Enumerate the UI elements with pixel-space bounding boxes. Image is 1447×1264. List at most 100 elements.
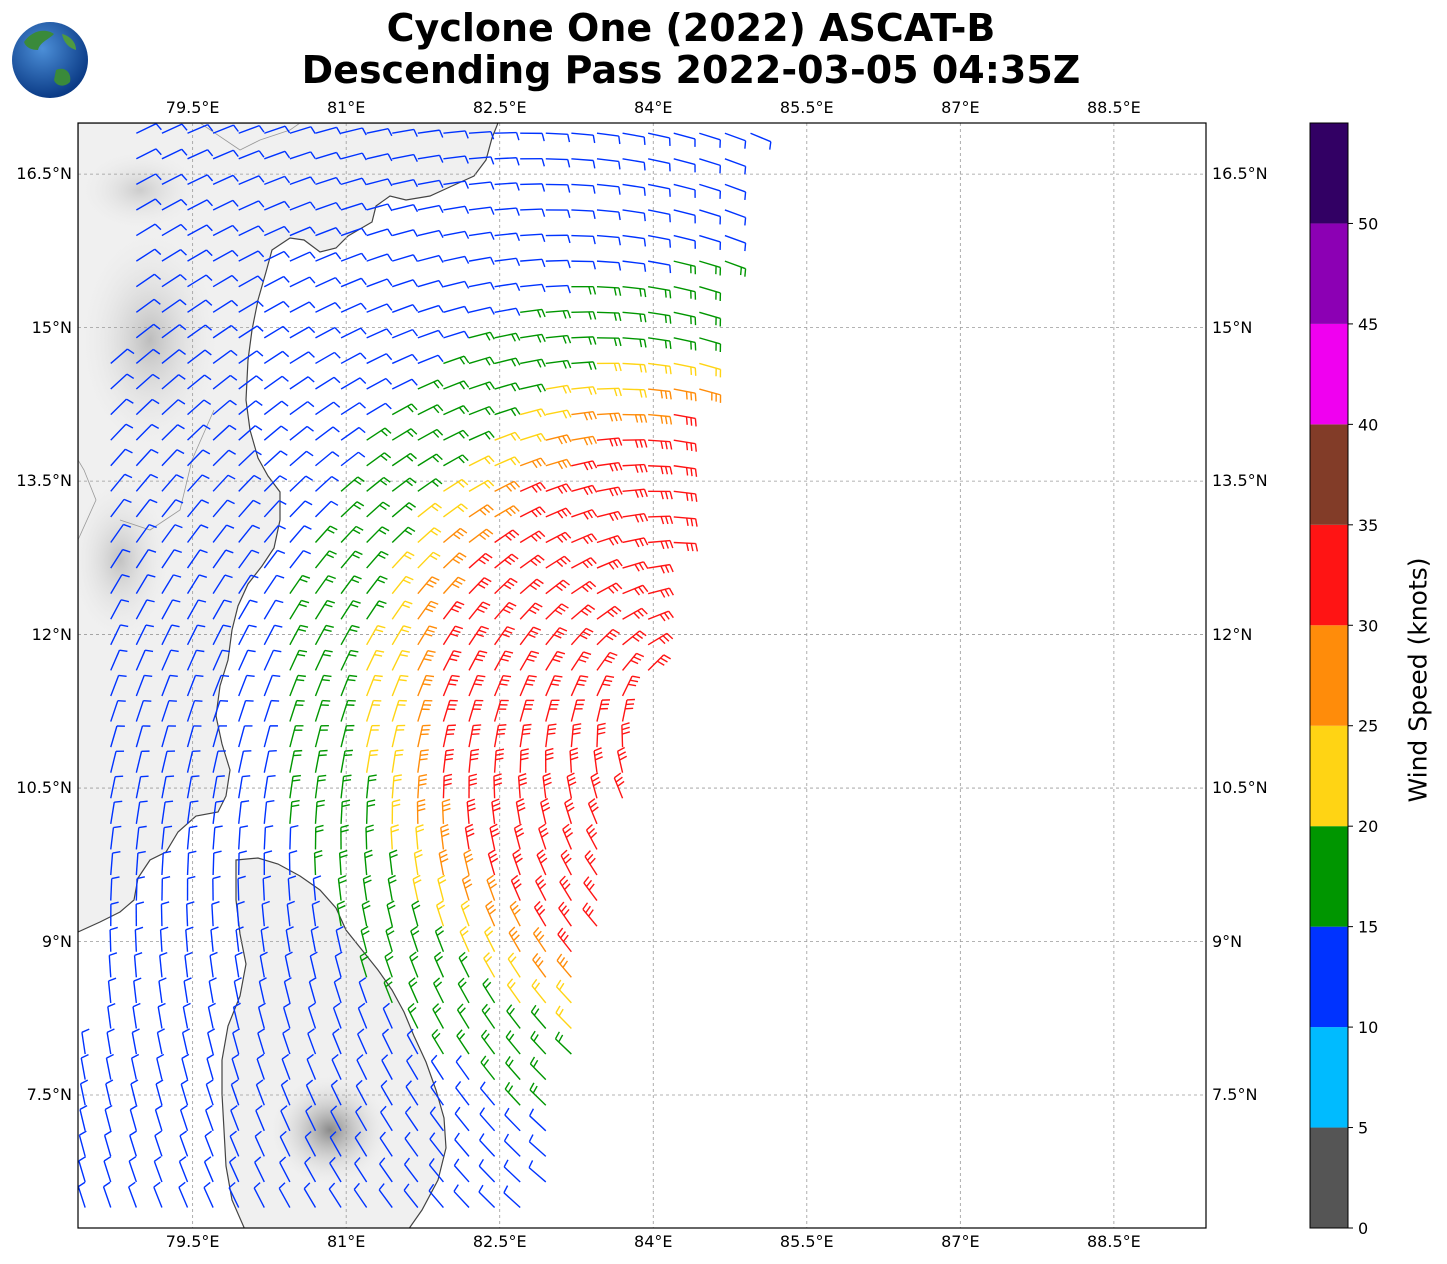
wind-barb [185, 901, 195, 927]
wind-barb [673, 209, 696, 224]
wind-barb [386, 900, 396, 927]
lon-tick-label-top: 81°E [326, 98, 366, 117]
wind-barb [315, 176, 342, 186]
wind-barb [385, 925, 395, 952]
wind-barb [238, 725, 253, 748]
wind-barb [340, 277, 367, 288]
wind-barb [648, 234, 672, 248]
wind-barb [378, 1183, 393, 1208]
wind-barb [307, 1028, 317, 1055]
wind-barb [596, 234, 621, 246]
wind-barb [155, 1079, 164, 1106]
wind-barb [305, 1105, 317, 1132]
wind-barb [288, 850, 298, 876]
wind-barb [596, 362, 622, 372]
wind-barb [405, 1080, 419, 1106]
wind-barb [161, 750, 176, 773]
wind-barb [135, 523, 157, 543]
wind-barb [443, 205, 470, 214]
wind-barb [254, 1156, 265, 1183]
colorbar-bin [1310, 424, 1348, 525]
wind-barb [528, 1160, 547, 1183]
wind-barb [132, 1002, 141, 1029]
wind-barb [673, 516, 698, 527]
wind-barb [315, 351, 341, 365]
wind-barb [81, 1028, 90, 1055]
wind-barb [305, 1079, 317, 1106]
wind-barb [289, 401, 315, 416]
wind-barb [238, 300, 264, 313]
wind-barb [179, 1104, 189, 1132]
wind-barb [262, 875, 272, 901]
wind-barb [428, 1183, 444, 1208]
wind-barb [442, 699, 458, 722]
wind-barb [357, 1028, 368, 1055]
wind-barb [417, 254, 444, 263]
wind-barb [673, 158, 696, 173]
wind-barb [331, 1053, 342, 1080]
wind-barb [571, 460, 598, 471]
wind-barb [135, 448, 159, 467]
wind-barb [255, 1105, 265, 1132]
wind-barb [366, 649, 385, 671]
colorbar-bin [1310, 625, 1348, 726]
wind-barb [135, 699, 152, 722]
lat-tick-label-left: 13.5°N [16, 471, 72, 491]
colorbar-tick-label: 35 [1358, 516, 1378, 535]
wind-barb [212, 649, 231, 671]
wind-barb [554, 1031, 572, 1055]
wind-barb [506, 978, 521, 1004]
wind-barb [443, 454, 469, 467]
wind-barb [212, 424, 237, 441]
wind-barb [161, 649, 179, 671]
wind-barb [238, 800, 250, 824]
wind-barb [286, 900, 295, 927]
wind-barb [494, 431, 521, 441]
wind-barb [596, 412, 623, 422]
wind-barb [596, 651, 618, 671]
wind-barb [289, 301, 316, 313]
wind-barb [583, 876, 598, 902]
wind-barb [359, 951, 369, 978]
wind-barb [622, 388, 647, 398]
wind-barb [135, 850, 146, 876]
wind-barb [622, 234, 647, 247]
wind-barb [340, 749, 353, 773]
wind-barb [616, 746, 628, 773]
wind-barb [391, 328, 419, 339]
wind-barb [520, 258, 546, 268]
wind-barb [392, 153, 418, 163]
wind-barb [289, 176, 316, 186]
wind-barb [135, 549, 157, 569]
wind-barb [480, 1055, 496, 1081]
wind-barb [340, 127, 367, 136]
wind-barb [571, 336, 597, 345]
wind-barb [584, 850, 598, 876]
lat-tick-label-left: 10.5°N [16, 778, 72, 798]
wind-barb [366, 203, 393, 212]
wind-barb [545, 675, 563, 697]
wind-barb [520, 132, 545, 142]
wind-barb [233, 977, 242, 1004]
wind-barb [107, 1002, 116, 1029]
lon-tick-label-top: 85.5°E [779, 98, 834, 117]
wind-barb [332, 1002, 342, 1029]
wind-barb [379, 1157, 393, 1183]
wind-barb [648, 388, 672, 400]
wind-barb [566, 772, 577, 799]
wind-barb [333, 977, 342, 1004]
wind-barb [366, 476, 391, 492]
wind-barb [110, 674, 127, 697]
wind-barb [520, 408, 547, 418]
wind-barb [314, 624, 334, 646]
wind-barb [328, 1182, 342, 1208]
wind-barb [391, 799, 401, 824]
wind-barb [135, 223, 162, 237]
lat-tick-label-right: 9°N [1212, 931, 1243, 951]
wind-barb [491, 798, 501, 824]
wind-barb [545, 132, 571, 143]
lon-tick-label-bottom: 79.5°E [165, 1232, 220, 1251]
wind-barb [443, 180, 469, 189]
wind-barb [314, 699, 331, 722]
wind-barb [263, 350, 290, 365]
